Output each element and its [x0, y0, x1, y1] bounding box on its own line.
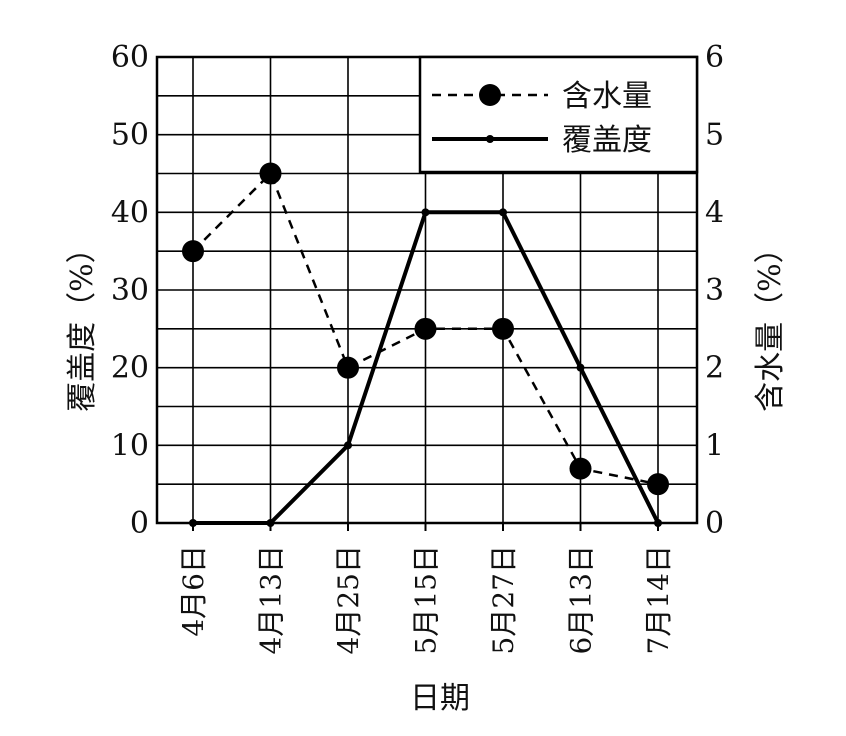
x-tick-label: 4月6日: [177, 545, 210, 637]
x-tick-label: 4月25日: [332, 545, 365, 654]
coverage-point: [344, 441, 352, 450]
right-tick-label: 3: [705, 273, 724, 308]
coverage-point: [576, 363, 585, 372]
coverage-point: [421, 208, 430, 217]
water-content-point: [182, 240, 204, 263]
right-tick-label: 6: [705, 40, 724, 75]
left-tick-label: 60: [111, 40, 149, 75]
water-content-point: [647, 473, 669, 496]
water-content-point: [569, 457, 592, 480]
x-tick-label: 4月13日: [255, 545, 288, 654]
x-tick-label: 5月27日: [487, 545, 520, 654]
coverage-point: [266, 519, 275, 527]
left-tick-label: 40: [111, 195, 149, 230]
left-tick-label: 20: [111, 351, 149, 386]
series-layer: [182, 162, 669, 527]
x-tick-label: 6月13日: [565, 545, 598, 654]
right-tick-label: 5: [705, 118, 724, 153]
legend-label: 覆盖度: [562, 123, 652, 158]
right-tick-label: 2: [705, 351, 724, 386]
left-tick-label: 0: [130, 506, 149, 541]
left-tick-label: 50: [111, 118, 149, 153]
left-axis-title: 覆盖度（%）: [65, 233, 100, 412]
legend-box: [418, 55, 699, 174]
legend-marker: [486, 135, 494, 143]
left-axis-ticks: 0 10 20 30 40 50 60: [111, 40, 149, 541]
left-tick-label: 10: [111, 428, 149, 463]
x-axis-labels: 4月6日 4月13日 4月25日 5月15日 5月27日 6月13日 7月14日: [177, 545, 675, 654]
left-tick-label: 30: [111, 273, 149, 308]
x-tick-label: 7月14日: [642, 545, 675, 654]
right-axis-title: 含水量（%）: [753, 233, 788, 412]
water-content-point: [414, 317, 437, 340]
x-tick-label: 5月15日: [410, 545, 443, 654]
right-tick-label: 1: [705, 428, 724, 463]
legend-marker: [479, 84, 501, 106]
coverage-point: [499, 208, 507, 217]
right-tick-label: 4: [705, 195, 724, 230]
x-axis-title: 日期: [410, 681, 470, 716]
right-tick-label: 0: [705, 506, 724, 541]
water-content-point: [492, 317, 514, 340]
legend-label: 含水量: [562, 79, 652, 114]
coverage-point: [189, 519, 197, 527]
right-axis-ticks: 0 1 2 3 4 5 6: [705, 40, 724, 541]
coverage-point: [654, 519, 662, 527]
water-content-point: [259, 162, 282, 185]
water-content-point: [337, 356, 359, 379]
